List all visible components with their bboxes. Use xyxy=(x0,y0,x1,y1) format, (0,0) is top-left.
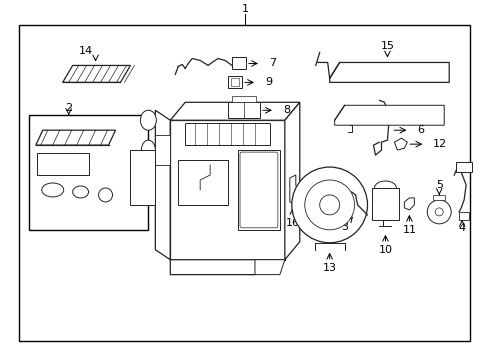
Text: 13: 13 xyxy=(322,263,336,273)
Ellipse shape xyxy=(73,186,88,198)
Bar xyxy=(29,115,148,230)
Polygon shape xyxy=(329,62,448,82)
Circle shape xyxy=(99,188,112,202)
Text: 8: 8 xyxy=(282,105,289,115)
Bar xyxy=(130,150,155,205)
Bar xyxy=(178,160,227,205)
Bar xyxy=(232,96,255,102)
Text: 10: 10 xyxy=(378,245,392,255)
Ellipse shape xyxy=(141,140,155,160)
Text: 14: 14 xyxy=(79,45,93,55)
Bar xyxy=(238,150,279,230)
Ellipse shape xyxy=(41,183,63,197)
Polygon shape xyxy=(289,175,297,205)
Polygon shape xyxy=(36,130,115,145)
Bar xyxy=(227,76,242,88)
Circle shape xyxy=(427,200,450,224)
Bar xyxy=(155,135,170,165)
Bar xyxy=(371,188,399,220)
Polygon shape xyxy=(62,66,130,82)
Text: 9: 9 xyxy=(264,77,271,87)
Bar xyxy=(227,102,260,118)
Bar xyxy=(230,78,239,86)
Text: 11: 11 xyxy=(402,225,415,235)
Text: 7: 7 xyxy=(268,58,275,68)
Bar xyxy=(185,123,269,145)
Bar xyxy=(19,24,469,341)
Bar xyxy=(455,162,471,172)
Circle shape xyxy=(319,195,339,215)
Text: 3: 3 xyxy=(341,217,352,232)
Polygon shape xyxy=(170,102,299,120)
Text: 12: 12 xyxy=(432,139,447,149)
Polygon shape xyxy=(170,120,285,260)
Polygon shape xyxy=(254,260,285,275)
Circle shape xyxy=(434,208,442,216)
Bar xyxy=(232,58,245,69)
Bar xyxy=(37,153,88,175)
Polygon shape xyxy=(394,138,407,150)
Bar xyxy=(432,195,444,200)
Text: 1: 1 xyxy=(241,4,248,14)
Polygon shape xyxy=(334,105,443,125)
Text: 5: 5 xyxy=(435,180,442,190)
Text: 15: 15 xyxy=(380,41,394,50)
Polygon shape xyxy=(404,198,413,210)
FancyBboxPatch shape xyxy=(240,152,277,228)
Bar xyxy=(458,212,468,220)
Text: 4: 4 xyxy=(458,223,465,233)
Polygon shape xyxy=(155,110,170,260)
Text: 16: 16 xyxy=(285,218,299,228)
Polygon shape xyxy=(285,102,299,260)
Ellipse shape xyxy=(140,110,156,130)
Text: 6: 6 xyxy=(416,125,424,135)
Circle shape xyxy=(304,180,354,230)
Polygon shape xyxy=(170,260,285,275)
Circle shape xyxy=(291,167,367,243)
Text: 2: 2 xyxy=(65,103,72,113)
